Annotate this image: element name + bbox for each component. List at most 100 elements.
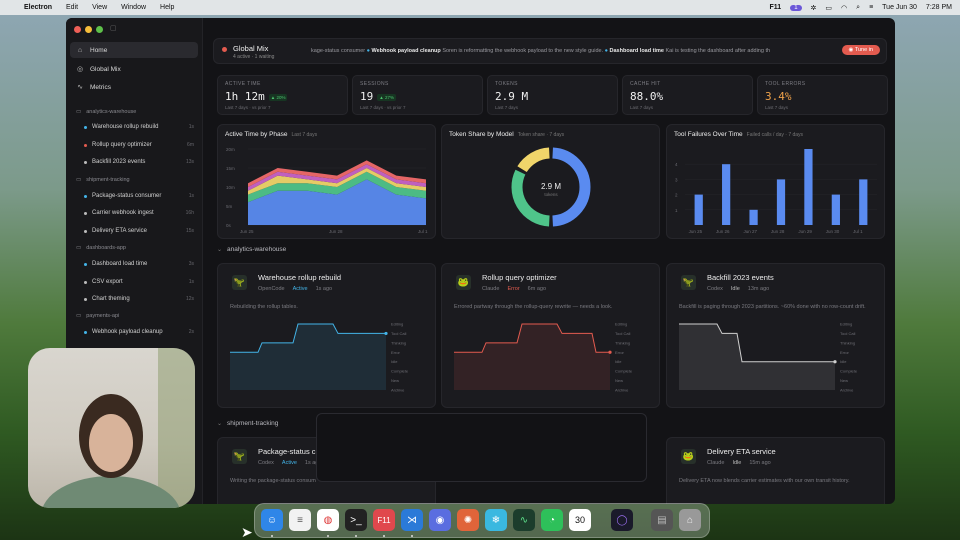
- area-series-3: [248, 164, 426, 191]
- session-meta: Claude Idle 15m ago: [707, 460, 771, 466]
- app-icon[interactable]: ◉: [429, 509, 451, 531]
- zoom-window-button[interactable]: [96, 26, 103, 33]
- wifi-icon[interactable]: ◠: [841, 4, 848, 12]
- session-card[interactable]: 🦖 Warehouse rollup rebuild OpenCode Activ…: [217, 263, 436, 408]
- sidebar-session[interactable]: Carrier webhook ingest 16h: [84, 210, 194, 216]
- webcam-overlay: [28, 348, 195, 508]
- session-label: Webhook payload cleanup: [92, 329, 163, 335]
- timeline-line: [679, 323, 835, 363]
- stat-card: TOKENS 2.9 M Last 7 days: [487, 75, 618, 115]
- status-dot: [84, 262, 87, 266]
- section-header[interactable]: ⌄ analytics-warehouse: [217, 246, 286, 253]
- menu-app-name[interactable]: Electron: [24, 4, 53, 11]
- sidebar-toggle-icon[interactable]: ▢: [110, 25, 117, 32]
- terminal-icon[interactable]: >_: [345, 509, 367, 531]
- tune-in-button[interactable]: ◉ Tune in: [841, 45, 880, 55]
- donut-center-label: tokens: [544, 192, 558, 197]
- menubar-date[interactable]: Tue Jun 30: [882, 4, 917, 11]
- ticker-title: Global Mix: [233, 44, 269, 53]
- stat-value: 3.4%: [765, 90, 792, 103]
- chart-subtitle: Last 7 days: [291, 132, 318, 138]
- sidebar-group-analytics-warehouse[interactable]: ▭ analytics-warehouse: [76, 109, 136, 115]
- notes-icon[interactable]: ≡: [289, 509, 311, 531]
- app-icon[interactable]: ◯: [611, 509, 633, 531]
- donut-slice-2: [517, 147, 550, 173]
- sidebar-group-shipment-tracking[interactable]: ▭ shipment-tracking: [76, 177, 130, 183]
- calendar-icon[interactable]: 30: [569, 509, 591, 531]
- menu-window[interactable]: Window: [121, 4, 147, 11]
- session-age: 16h: [185, 210, 194, 216]
- app-icon[interactable]: ❄: [485, 509, 507, 531]
- session-label: Carrier webhook ingest: [92, 210, 154, 216]
- session-meta: Codex Idle 13m ago: [707, 286, 769, 292]
- session-title: Rollup query optimizer: [482, 273, 557, 282]
- vscode-icon[interactable]: ⋊: [401, 509, 423, 531]
- downloads-icon[interactable]: ▤: [651, 509, 673, 531]
- fn-label[interactable]: F11: [769, 4, 782, 11]
- sidebar-session[interactable]: Webhook payload cleanup 2s: [84, 329, 194, 335]
- stat-card: CACHE HIT 88.0% Last 7 days: [622, 75, 753, 115]
- stat-card: TOOL ERRORS 3.4% Last 7 days: [757, 75, 888, 115]
- lane-label: Tool Call: [391, 331, 406, 336]
- group-label: dashboards-app: [86, 245, 126, 251]
- menu-help[interactable]: Help: [160, 4, 175, 11]
- session-age: 1s: [188, 193, 194, 199]
- gear-icon[interactable]: ✲: [810, 4, 817, 12]
- section-title: analytics-warehouse: [227, 246, 287, 253]
- section-header[interactable]: ⌄ shipment-tracking: [217, 420, 278, 427]
- sidebar-item-home[interactable]: ⌂ Home: [70, 42, 198, 58]
- global-mix-ticker[interactable]: Global Mix 4 active · 1 waiting kage-sta…: [213, 38, 887, 64]
- session-age: 1s: [188, 124, 194, 130]
- status-timeline: Editing Tool Call Thinking Error Idle Complet…: [679, 322, 858, 393]
- sidebar-session[interactable]: CSV export 1s: [84, 279, 194, 285]
- area-series-2: [248, 168, 426, 195]
- stat-sub: Last 7 days · vs prior 7: [360, 105, 406, 110]
- f11-app-icon[interactable]: F11: [373, 509, 395, 531]
- session-label: CSV export: [92, 279, 123, 285]
- sidebar-group-payments-api[interactable]: ▭ payments-api: [76, 313, 119, 319]
- session-description: Rebuilding the rollup tables.: [230, 304, 298, 310]
- session-card[interactable]: 🐸 Rollup query optimizer Claude Error 6m a…: [441, 263, 660, 408]
- menubar-time[interactable]: 7:28 PM: [925, 4, 952, 11]
- status-badge[interactable]: 1: [790, 4, 802, 11]
- stat-value: 2.9 M: [495, 90, 529, 103]
- control-center-icon[interactable]: ≡: [869, 4, 874, 11]
- sidebar-session[interactable]: Warehouse rollup rebuild 1s: [84, 124, 194, 130]
- sidebar-session[interactable]: Package-status consumer 1s: [84, 193, 194, 199]
- sidebar-session[interactable]: Chart theming 12s: [84, 296, 194, 302]
- lane-label: Tool Call: [840, 331, 855, 336]
- area-chart: 0s 5m 10m 15m 20m Jun 25 Jun 28 Jul 1: [226, 147, 428, 234]
- session-label: Dashboard load time: [92, 261, 148, 267]
- donut-slice-0: [552, 147, 591, 227]
- y-tick-label: 20m: [226, 147, 235, 152]
- activity-monitor-icon[interactable]: ∿: [513, 509, 535, 531]
- lane-label: Idle: [615, 359, 622, 364]
- chrome-icon[interactable]: ◍: [317, 509, 339, 531]
- menu-view[interactable]: View: [92, 4, 108, 11]
- lane-label: Editing: [615, 322, 627, 327]
- sidebar-item-metrics[interactable]: ∿ Metrics: [70, 79, 198, 95]
- session-meta: OpenCode Active 1s ago: [258, 286, 332, 292]
- session-card[interactable]: 🐸 Delivery ETA service Claude Idle 15m ago…: [666, 437, 885, 504]
- app-icon[interactable]: ✺: [457, 509, 479, 531]
- sidebar-group-dashboards-app[interactable]: ▭ dashboards-app: [76, 245, 126, 251]
- close-window-button[interactable]: [74, 26, 81, 33]
- sidebar-session[interactable]: Rollup query optimizer 6m: [84, 142, 194, 148]
- sidebar-item-global-mix[interactable]: ◎ Global Mix: [70, 61, 198, 77]
- ticker-text: kage-status consumer: [311, 48, 366, 54]
- session-card[interactable]: 🦖 Backfill 2023 events Codex Idle 13m ago …: [666, 263, 885, 408]
- group-label: shipment-tracking: [86, 177, 130, 183]
- whatsapp-icon[interactable]: ◔: [541, 509, 563, 531]
- sidebar-session[interactable]: Dashboard load time 3s: [84, 261, 194, 267]
- battery-icon[interactable]: ▭: [825, 4, 833, 12]
- lane-label: Complete: [615, 369, 633, 374]
- search-icon[interactable]: ⌕: [856, 3, 861, 11]
- trash-icon[interactable]: ⌂: [679, 509, 701, 531]
- finder-icon[interactable]: ☺: [261, 509, 283, 531]
- minimize-window-button[interactable]: [85, 26, 92, 33]
- sidebar-session[interactable]: Delivery ETA service 15s: [84, 228, 194, 234]
- radio-icon: ◉: [848, 47, 855, 53]
- menu-edit[interactable]: Edit: [66, 4, 79, 11]
- sidebar-session[interactable]: Backfill 2023 events 13s: [84, 159, 194, 165]
- status-dot: [84, 280, 87, 284]
